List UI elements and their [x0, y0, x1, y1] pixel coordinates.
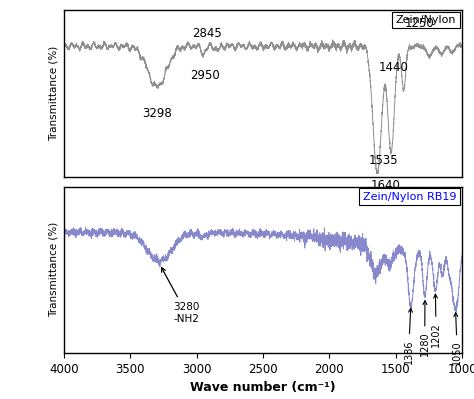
Text: Zein/Nylon RB19: Zein/Nylon RB19	[363, 192, 456, 201]
X-axis label: Wave number (cm⁻¹): Wave number (cm⁻¹)	[190, 381, 336, 394]
Text: 1640: 1640	[371, 180, 401, 192]
Text: 2845: 2845	[192, 27, 221, 40]
Text: 1050: 1050	[452, 313, 462, 365]
Text: 1386: 1386	[404, 308, 414, 363]
Y-axis label: Transmittance (%): Transmittance (%)	[48, 45, 58, 141]
Text: 1250: 1250	[405, 17, 435, 30]
Text: 1202: 1202	[431, 294, 441, 347]
Text: Zein/Nylon: Zein/Nylon	[396, 15, 456, 25]
Text: 1440: 1440	[378, 61, 408, 74]
Text: 2950: 2950	[190, 69, 219, 82]
Y-axis label: Transmittance (%): Transmittance (%)	[48, 222, 58, 318]
Text: 3280
-NH2: 3280 -NH2	[162, 268, 199, 324]
Text: 1535: 1535	[368, 154, 398, 167]
Text: 3298: 3298	[142, 107, 172, 120]
Text: 1280: 1280	[419, 301, 429, 356]
